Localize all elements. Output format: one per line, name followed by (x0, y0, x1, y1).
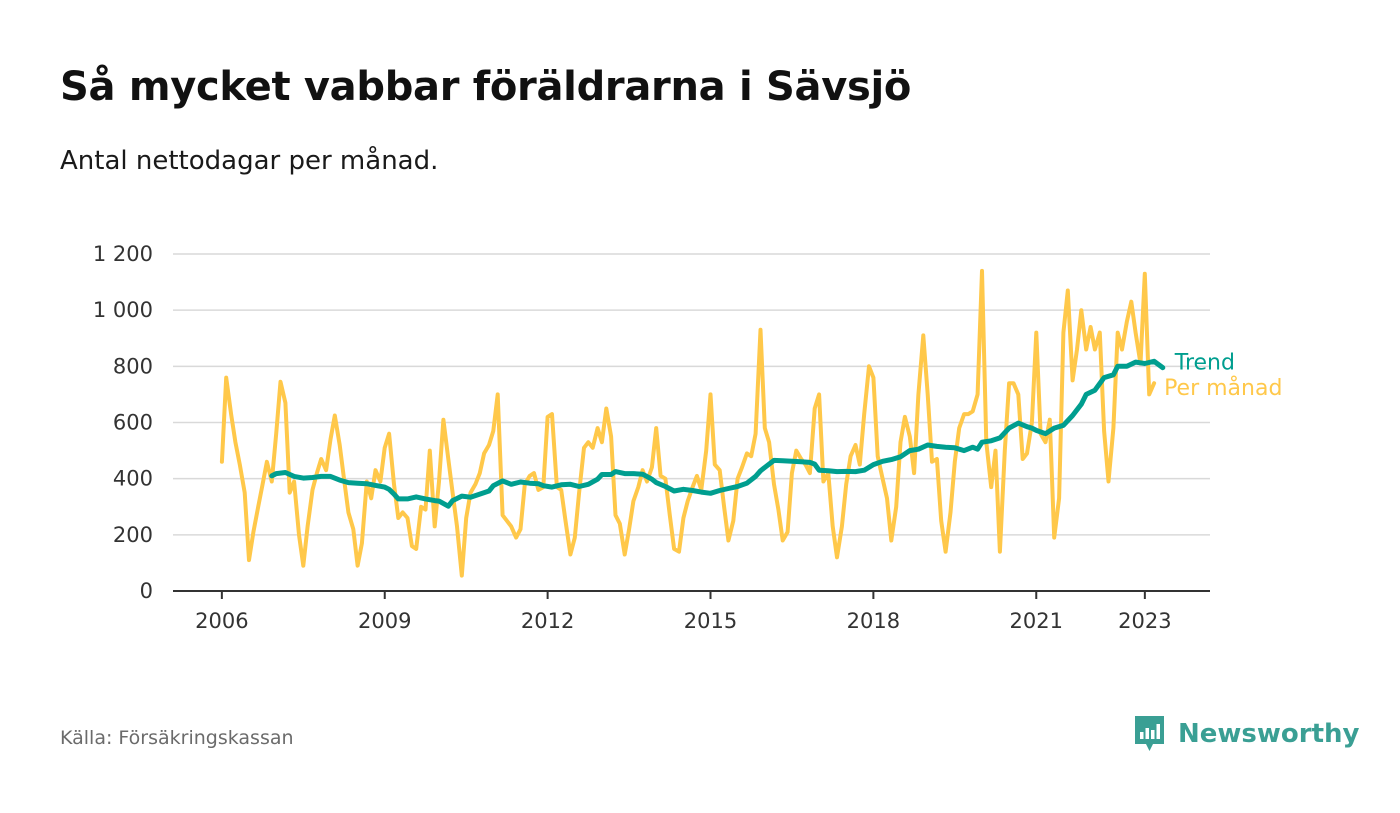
y-tick-label: 0 (140, 579, 153, 603)
y-tick-label: 1 200 (93, 242, 153, 266)
x-tick-label: 2009 (358, 609, 411, 633)
x-axis: 2006 2009 2012 2015 2018 2021 2023 (173, 590, 1210, 633)
x-tick-label: 2018 (847, 609, 900, 633)
x-tick-label: 2023 (1118, 609, 1171, 633)
newsworthy-logo-icon (1135, 716, 1164, 751)
series-line-trend (269, 358, 1166, 509)
series-label-per-manad: Per månad (1164, 375, 1282, 401)
y-tick-label: 200 (113, 523, 153, 547)
y-tick-label: 400 (113, 467, 153, 491)
brand-name: Newsworthy (1178, 719, 1360, 749)
x-tick-label: 2015 (684, 609, 737, 633)
series-label-trend: Trend (1174, 351, 1235, 376)
brand-logo[interactable]: Newsworthy (1133, 713, 1359, 755)
x-tick-label: 2012 (521, 609, 574, 633)
x-tick-label: 2006 (195, 609, 248, 633)
y-tick-label: 800 (113, 354, 153, 378)
chart-title: Så mycket vabbar föräldrarna i Sävsjö (60, 64, 912, 110)
y-tick-label: 1 000 (93, 298, 153, 322)
source-note: Källa: Försäkringskassan (60, 727, 294, 749)
y-axis-tick-labels: 0 200 400 600 800 1 000 1 200 (93, 242, 153, 603)
y-tick-label: 600 (113, 411, 153, 435)
chart-subtitle: Antal nettodagar per månad. (60, 146, 439, 176)
series-line-per-manad (219, 268, 1157, 578)
x-tick-label: 2021 (1010, 609, 1063, 633)
series-lines (219, 268, 1166, 578)
